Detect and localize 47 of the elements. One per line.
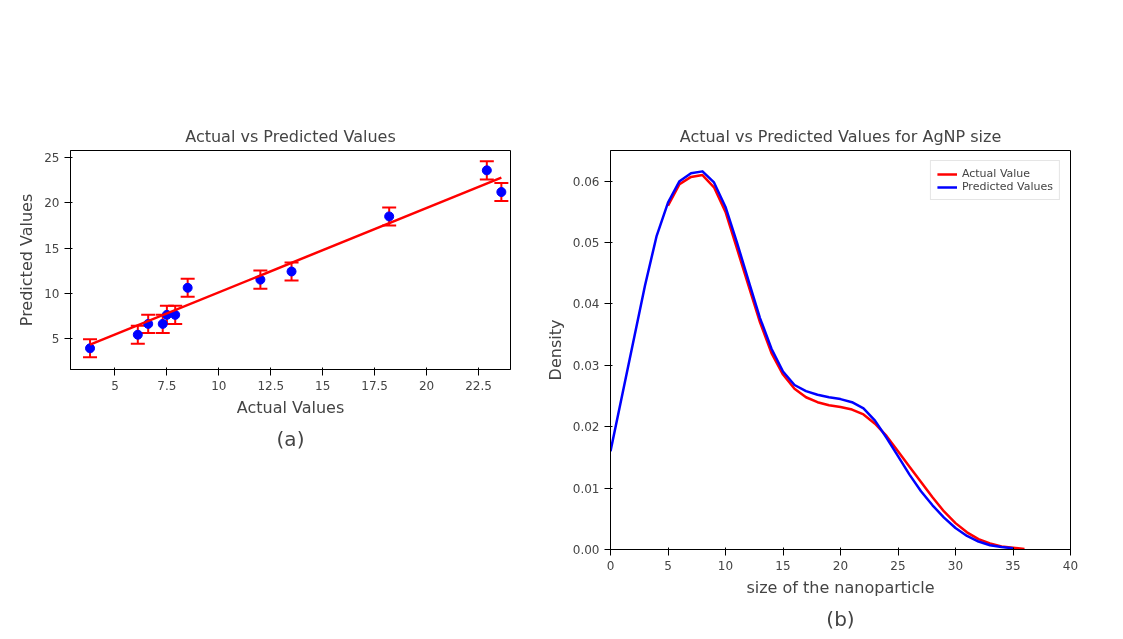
y-tick-label: 0.00 [572, 543, 600, 557]
x-tick-label: 5 [664, 558, 672, 573]
x-tick-label: 20 [418, 378, 435, 393]
x-tick-label: 15 [315, 378, 331, 393]
x-tick-label: 12.5 [257, 378, 285, 393]
y-tick-label: 0.03 [572, 358, 600, 373]
y-tick-label: 20 [44, 196, 60, 211]
text: (b) [826, 606, 855, 631]
y-axis-title: Density [545, 319, 565, 381]
x-tick-label: 10 [211, 378, 227, 393]
x-tick-label: 7.5 [157, 378, 177, 393]
point [85, 343, 96, 354]
chart-title: Actual vs Predicted Values [185, 126, 396, 146]
y-tick-label: 0.05 [572, 236, 600, 251]
point [496, 187, 507, 198]
x-tick-label: 5 [111, 378, 119, 393]
x-tick-label: 0 [606, 558, 615, 573]
point [384, 211, 395, 222]
y-tick-label: 25 [44, 151, 60, 166]
x-axis-title: size of the nanoparticle [746, 577, 935, 597]
x-tick-label: 10 [717, 558, 734, 573]
point [481, 165, 492, 176]
point [132, 329, 143, 340]
y-tick-label: 0.04 [572, 297, 600, 312]
y-tick-label: 0.01 [572, 481, 600, 496]
y-tick-label: 15 [44, 241, 60, 256]
x-tick-label: 22.5 [465, 378, 492, 393]
x-tick-label: 35 [1005, 558, 1021, 573]
point [182, 282, 193, 293]
point [157, 318, 168, 329]
y-tick-label: 0.02 [572, 420, 600, 435]
y-tick-label: 10 [44, 286, 60, 301]
y-axis-title: Predicted Values [17, 193, 37, 327]
x-tick-label: 17.5 [361, 378, 388, 393]
chart-title: Actual vs Predicted Values for AgNP size [679, 126, 1002, 146]
x-tick-label: 15 [775, 558, 791, 573]
x-tick-label: 20 [832, 558, 849, 573]
legend-label: Predicted Values [961, 180, 1053, 193]
text: (a) [276, 426, 305, 451]
x-tick-label: 30 [947, 558, 964, 573]
legend-label: Actual Value [961, 167, 1031, 180]
point [286, 266, 297, 277]
x-tick-label: 25 [890, 558, 906, 573]
y-tick-label: 5 [51, 331, 60, 346]
x-axis-title: Actual Values [236, 397, 345, 417]
y-tick-label: 0.06 [572, 174, 600, 189]
x-tick-label: 40 [1062, 558, 1079, 573]
